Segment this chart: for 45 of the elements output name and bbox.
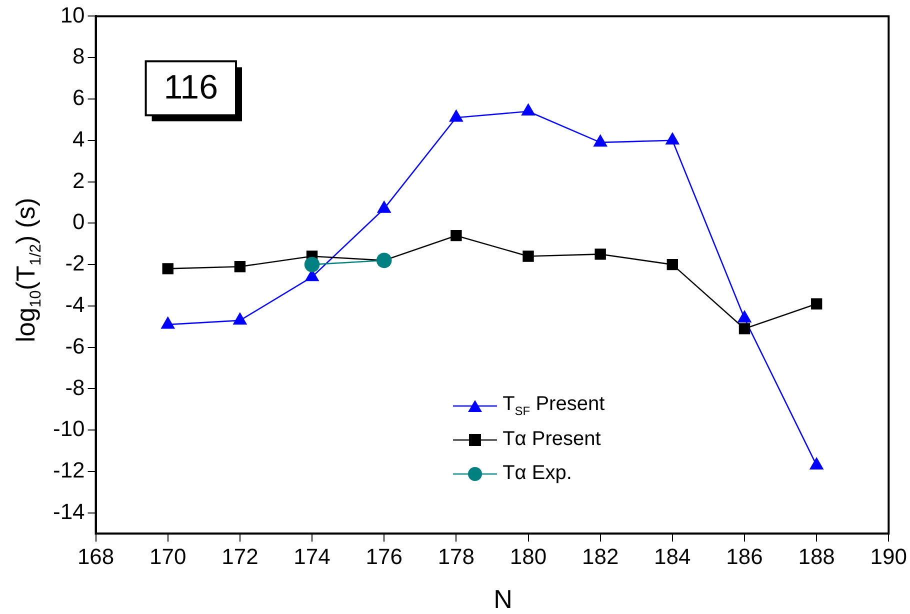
point — [522, 104, 535, 116]
legend-label: Tα Present — [502, 428, 601, 452]
point — [450, 230, 462, 242]
y-tick-label: 0 — [72, 209, 85, 234]
point — [449, 110, 463, 122]
y-tick-label: -2 — [65, 250, 85, 276]
x-tick-label: 182 — [582, 544, 619, 569]
point — [522, 250, 534, 262]
y-tick-label: -12 — [53, 458, 85, 483]
y-tick-label: 4 — [72, 126, 85, 152]
point — [376, 252, 392, 268]
y-tick-label: -6 — [65, 333, 85, 358]
x-tick-label: 176 — [366, 544, 402, 569]
point — [594, 134, 608, 147]
legend-label: Tα Exp. — [502, 462, 572, 486]
x-tick-label: 178 — [438, 544, 475, 569]
y-tick-label: -8 — [65, 374, 85, 400]
point — [738, 323, 750, 334]
y-tick-label: -10 — [53, 416, 85, 442]
y-tick-label: 2 — [72, 168, 85, 193]
x-tick-label: 184 — [654, 544, 691, 569]
annotation: 116 — [164, 68, 218, 107]
y-tick-label: -4 — [65, 292, 85, 318]
point — [162, 263, 174, 274]
x-tick-label: 186 — [726, 544, 763, 569]
x-tick-label: 168 — [77, 544, 114, 569]
point — [304, 256, 320, 272]
x-tick-label: 190 — [870, 544, 908, 569]
y-tick-label: 8 — [72, 44, 85, 69]
x-tick-label: 188 — [798, 544, 835, 569]
x-tick-label: 174 — [294, 544, 330, 569]
y-tick-label: -14 — [53, 498, 85, 524]
y-tick-label: 6 — [72, 85, 85, 110]
point — [377, 201, 391, 213]
point — [666, 132, 680, 145]
x-axis-title: N — [494, 584, 512, 614]
legend-label: T$_{SF}$ Present — [502, 393, 605, 418]
x-tick-label: 172 — [222, 544, 258, 569]
x-tick-label: 170 — [150, 544, 186, 569]
y-tick-label: 10 — [60, 2, 85, 28]
point — [594, 248, 606, 260]
x-tick-label: 180 — [510, 544, 547, 569]
point — [666, 258, 678, 270]
point — [810, 298, 822, 310]
point — [234, 261, 246, 272]
